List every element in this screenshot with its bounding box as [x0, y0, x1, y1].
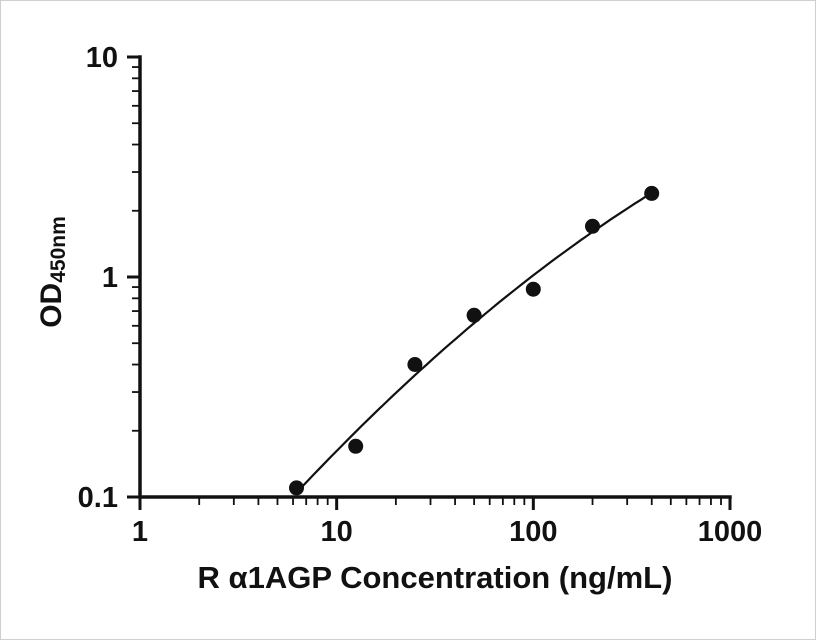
- x-tick-label: 100: [509, 516, 557, 548]
- y-axis-title-subscript: 450nm: [47, 216, 70, 283]
- data-point: [289, 480, 304, 496]
- y-axis-title: OD450nm: [35, 216, 70, 328]
- data-point: [585, 218, 600, 234]
- x-tick-label: 1000: [698, 516, 763, 548]
- data-point: [407, 357, 423, 372]
- y-tick-label: 10: [86, 42, 118, 74]
- data-point: [644, 185, 660, 201]
- data-point: [525, 281, 541, 297]
- axis-lines: [138, 55, 732, 499]
- y-tick-label: 0.1: [78, 482, 118, 514]
- y-tick-label: 1: [102, 262, 118, 294]
- y-axis-title-main: OD: [35, 282, 68, 328]
- data-point: [466, 307, 482, 323]
- x-tick-label: 10: [321, 516, 353, 548]
- x-axis-title: R α1AGP Concentration (ng/mL): [197, 560, 673, 595]
- data-point: [348, 438, 364, 454]
- x-tick-label: 1: [132, 516, 148, 548]
